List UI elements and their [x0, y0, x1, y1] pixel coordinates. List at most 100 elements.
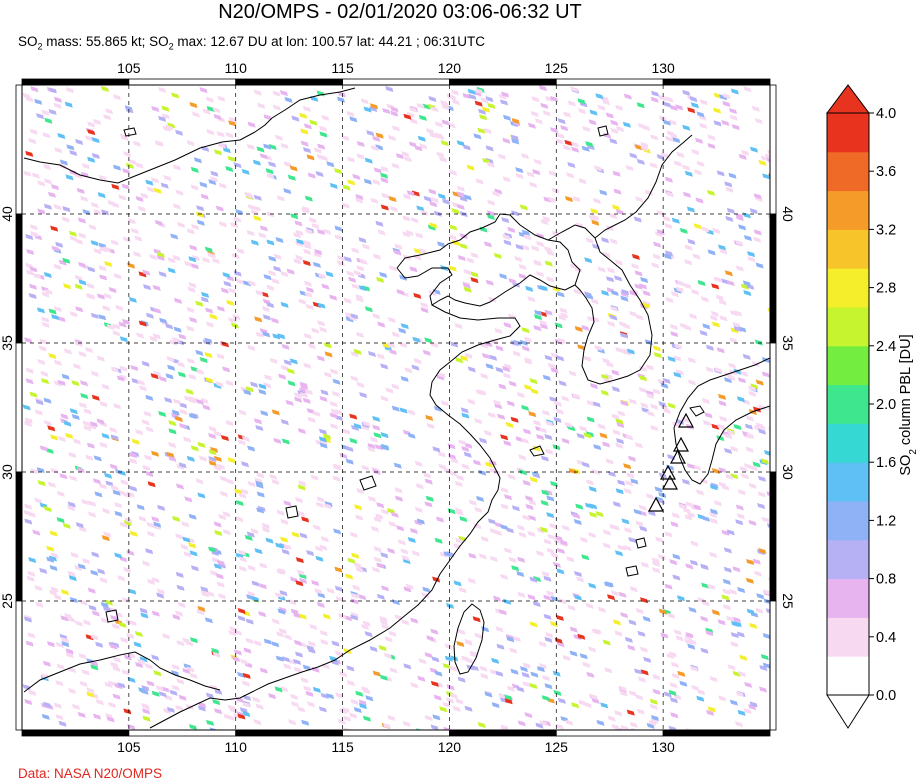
so2-pixel	[63, 283, 72, 290]
so2-pixel	[244, 534, 253, 541]
so2-pixel	[128, 588, 137, 595]
so2-pixel	[334, 566, 343, 573]
so2-pixel	[767, 149, 770, 155]
so2-pixel	[82, 209, 91, 216]
so2-pixel	[228, 120, 237, 127]
so2-pixel	[114, 510, 123, 517]
so2-pixel	[554, 322, 563, 329]
so2-pixel	[751, 105, 760, 112]
so2-pixel	[26, 269, 35, 276]
so2-pixel	[209, 313, 218, 320]
so2-pixel	[146, 530, 155, 537]
so2-pixel	[271, 278, 280, 285]
so2-pixel	[534, 118, 543, 125]
frame-segment	[769, 342, 777, 473]
so2-pixel	[530, 671, 539, 678]
lat-tick-label: 30	[780, 464, 796, 480]
so2-pixel	[142, 708, 151, 715]
so2-pixel	[483, 127, 492, 134]
so2-pixel	[215, 573, 224, 580]
so2-pixel	[25, 233, 34, 240]
so2-pixel	[167, 257, 176, 264]
so2-pixel	[411, 190, 420, 197]
so2-pixel	[670, 661, 679, 668]
so2-pixel	[711, 609, 720, 616]
so2-pixel	[119, 336, 128, 343]
so2-pixel	[721, 594, 730, 601]
so2-pixel	[597, 104, 606, 111]
so2-pixel	[562, 654, 571, 661]
so2-pixel	[757, 475, 766, 482]
so2-pixel	[542, 374, 551, 381]
so2-pixel	[711, 423, 720, 430]
so2-pixel	[334, 650, 343, 657]
so2-pixel	[272, 104, 281, 111]
so2-pixel	[498, 93, 507, 100]
so2-pixel	[90, 660, 99, 667]
so2-pixel	[188, 256, 197, 263]
so2-pixel	[640, 402, 649, 409]
so2-pixel	[93, 248, 102, 255]
so2-pixel	[198, 701, 207, 708]
so2-pixel	[689, 96, 698, 103]
so2-pixel	[131, 438, 140, 445]
so2-pixel	[521, 404, 530, 411]
so2-pixel	[434, 670, 443, 677]
so2-pixel	[480, 97, 489, 104]
so2-pixel	[121, 183, 130, 190]
so2-pixel	[311, 223, 320, 230]
so2-pixel	[24, 503, 33, 510]
so2-pixel	[233, 162, 242, 169]
so2-pixel	[230, 222, 239, 229]
so2-pixel	[550, 95, 559, 102]
data-credit: Data: NASA N20/OMPS	[18, 766, 163, 781]
so2-pixel	[34, 409, 43, 416]
so2-pixel	[307, 640, 316, 647]
so2-pixel	[561, 437, 570, 444]
so2-pixel	[377, 229, 386, 236]
so2-pixel	[280, 686, 289, 693]
so2-pixel	[347, 156, 356, 163]
so2-pixel	[46, 556, 55, 563]
so2-pixel	[630, 478, 639, 485]
so2-pixel	[581, 461, 590, 468]
so2-pixel	[479, 114, 488, 121]
so2-pixel	[307, 647, 316, 654]
so2-pixel	[367, 496, 376, 503]
so2-pixel	[511, 210, 520, 217]
so2-pixel	[86, 691, 95, 698]
so2-pixel	[111, 202, 120, 209]
so2-pixel	[95, 699, 104, 706]
so2-pixel	[129, 530, 138, 537]
so2-pixel	[501, 217, 510, 224]
so2-pixel	[542, 720, 551, 727]
so2-pixel	[99, 274, 108, 281]
so2-pixel	[155, 685, 164, 692]
so2-pixel	[297, 706, 306, 713]
so2-pixel	[355, 194, 364, 201]
so2-pixel	[609, 523, 618, 530]
so2-pixel	[53, 594, 62, 601]
so2-pixel	[266, 173, 275, 180]
so2-pixel	[487, 210, 496, 217]
so2-pixel	[206, 129, 215, 136]
so2-pixel	[86, 442, 95, 449]
so2-pixel	[748, 519, 757, 526]
so2-pixel	[345, 458, 354, 465]
so2-pixel	[474, 88, 483, 95]
so2-pixel	[43, 397, 52, 404]
so2-pixel	[437, 193, 446, 200]
so2-pixel	[592, 197, 601, 204]
so2-pixel	[309, 624, 318, 631]
so2-pixel	[288, 719, 297, 726]
so2-pixel	[528, 499, 537, 506]
so2-pixel	[503, 598, 512, 605]
so2-pixel	[658, 608, 667, 615]
so2-pixel	[372, 179, 381, 186]
so2-pixel	[746, 432, 755, 439]
so2-pixel	[299, 532, 308, 539]
so2-pixel	[535, 722, 544, 729]
so2-pixel	[749, 622, 758, 629]
so2-pixel	[196, 205, 205, 212]
so2-pixel	[707, 706, 716, 713]
